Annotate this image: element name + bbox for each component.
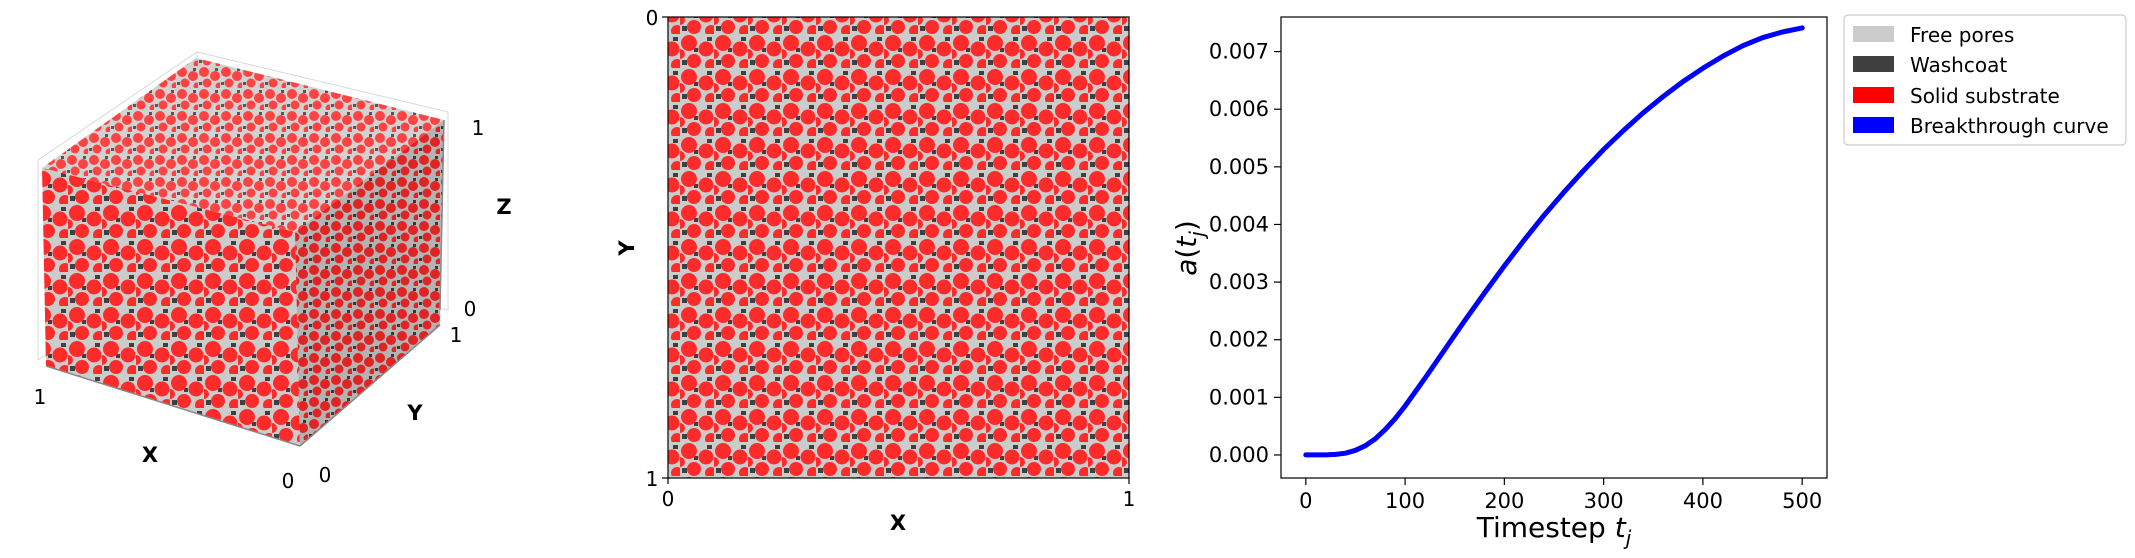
legend-swatch-free-pores [1853,26,1894,42]
y-tick-label: 0.005 [1209,155,1269,179]
x-ticks: 0 100 200 300 400 500 [1299,478,1822,513]
x-tick-label: 100 [1385,489,1425,513]
slice-panel: 0 1 0 1 X Y [615,6,1135,535]
y-axis-label: a(tj) [1170,220,1209,276]
y-tick-label: 0.002 [1209,328,1269,352]
y-tick-label: 0.001 [1209,385,1269,409]
x-axis-label: Timestep tj [1476,511,1632,550]
cube-z-label: Z [496,195,511,219]
legend-swatch-breakthrough-curve [1853,117,1894,133]
cube-z-tick-max: 1 [472,116,485,140]
y-tick-label: 0.006 [1209,97,1269,121]
slice-frame [667,16,1130,479]
x-tick-label: 200 [1484,489,1524,513]
plot-area [1280,16,1828,479]
cube-x-label: X [142,443,158,467]
cube-right-face-shade [295,120,444,446]
cube-front-face [42,168,300,446]
cube-z-tick-min: 0 [464,297,477,321]
legend-swatch-washcoat [1853,56,1894,72]
slice-y-tick-bottom: 1 [646,467,659,491]
legend-label-free-pores: Free pores [1910,23,2014,47]
x-tick-label: 400 [1683,489,1723,513]
y-tick-label: 0.004 [1209,212,1269,236]
cube-x-tick-max: 1 [34,385,47,409]
legend-label-washcoat: Washcoat [1910,53,2007,77]
slice-image [668,17,1129,478]
breakthrough-curve-line [1303,25,1805,458]
y-tick-label: 0.003 [1209,270,1269,294]
legend-label-solid-substrate: Solid substrate [1910,84,2060,108]
slice-y-tick-top: 0 [646,6,659,30]
slice-x-tick-max: 1 [1123,487,1136,511]
legend-label-breakthrough-curve: Breakthrough curve [1910,114,2109,138]
legend-frame [1843,14,2127,146]
x-tick-label: 300 [1584,489,1624,513]
y-ticks: 0.000 0.001 0.002 0.003 0.004 0.005 0.006 0.007 [1209,40,1281,467]
cube-y-axis [299,324,441,447]
cube-y-label: Y [406,401,423,425]
cube-top-face-shade [42,58,444,232]
y-tick-label: 0.007 [1209,40,1269,64]
cube-right-face [295,120,444,446]
x-tick-label: 500 [1782,489,1822,513]
slice-x-tick-min: 0 [662,487,675,511]
legend: Free pores Washcoat Solid substrate Brea… [1843,14,2127,146]
cube-x-tick-min: 0 [282,469,295,493]
breakthrough-chart: 0 100 200 300 400 500 0.0000.0010.0020.0030.0… [1170,16,1828,550]
cube-x-axis [45,365,301,447]
slice-x-label: X [890,511,906,535]
cube-y-tick-min: 0 [319,463,332,487]
cube-panel: 1 0 X 0 1 Y 1 0 Z [34,51,512,493]
cube-y-tick-max: 1 [450,323,463,347]
cube-z-axis [439,119,445,311]
legend-swatch-solid-substrate [1853,87,1894,103]
cube-top-face [42,58,444,232]
x-tick-label: 0 [1299,489,1312,513]
slice-y-label: Y [615,240,639,257]
y-tick-label: 0.000 [1209,443,1269,467]
